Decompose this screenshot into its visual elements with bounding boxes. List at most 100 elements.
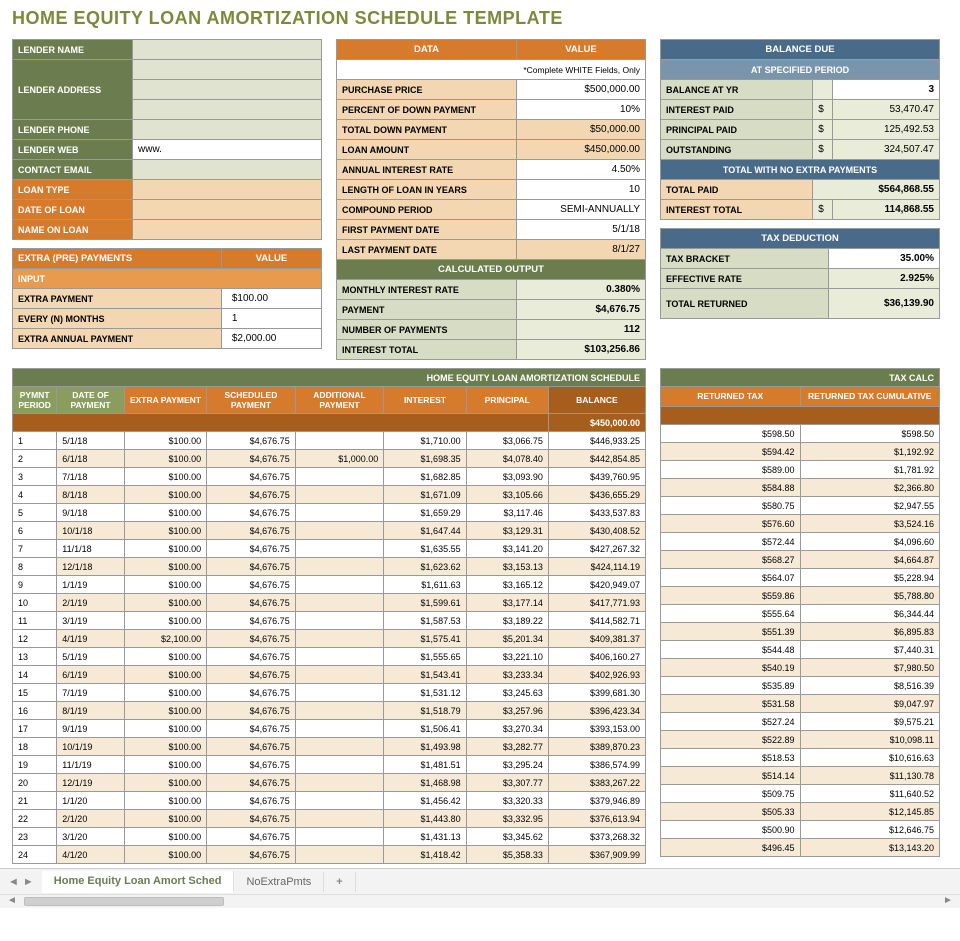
- table-row[interactable]: $540.19 $7,980.50: [661, 659, 940, 677]
- period-cell: 19: [13, 756, 57, 774]
- loan-type-value[interactable]: [133, 180, 322, 200]
- table-row[interactable]: 8 12/1/18 $100.00 $4,676.75 $1,623.62 $3…: [13, 558, 646, 576]
- table-row[interactable]: $589.00 $1,781.92: [661, 461, 940, 479]
- extra-payment-cell: $100.00: [124, 594, 206, 612]
- table-row[interactable]: $509.75 $11,640.52: [661, 785, 940, 803]
- horizontal-scrollbar[interactable]: ◄ ►: [0, 894, 960, 908]
- tab-add[interactable]: +: [324, 872, 355, 892]
- principal-cell: $3,153.13: [466, 558, 548, 576]
- interest-cell: $1,623.62: [384, 558, 466, 576]
- lender-email-value[interactable]: [133, 160, 322, 180]
- tab-home-equity[interactable]: Home Equity Loan Amort Sched: [42, 871, 235, 893]
- tab-no-extra-pmts[interactable]: NoExtraPmts: [234, 872, 324, 892]
- table-row[interactable]: 13 5/1/19 $100.00 $4,676.75 $1,555.65 $3…: [13, 648, 646, 666]
- table-row[interactable]: $500.90 $12,646.75: [661, 821, 940, 839]
- table-row[interactable]: $598.50 $598.50: [661, 425, 940, 443]
- dv-value[interactable]: SEMI-ANNUALLY: [517, 200, 646, 220]
- dv-value[interactable]: 10%: [517, 100, 646, 120]
- table-row[interactable]: $568.27 $4,664.87: [661, 551, 940, 569]
- table-row[interactable]: 12 4/1/19 $2,100.00 $4,676.75 $1,575.41 …: [13, 630, 646, 648]
- table-row[interactable]: 22 2/1/20 $100.00 $4,676.75 $1,443.80 $3…: [13, 810, 646, 828]
- name-on-loan-value[interactable]: [133, 220, 322, 240]
- table-row[interactable]: $518.53 $10,616.63: [661, 749, 940, 767]
- lender-phone-value[interactable]: [133, 120, 322, 140]
- balance-cell: $373,268.32: [548, 828, 645, 846]
- returned-tax-cell: $531.58: [661, 695, 801, 713]
- dv-value[interactable]: $500,000.00: [517, 80, 646, 100]
- table-row[interactable]: 21 1/1/20 $100.00 $4,676.75 $1,456.42 $3…: [13, 792, 646, 810]
- table-row[interactable]: 1 5/1/18 $100.00 $4,676.75 $1,710.00 $3,…: [13, 432, 646, 450]
- scroll-left-icon[interactable]: ◄: [4, 895, 20, 906]
- table-row[interactable]: $531.58 $9,047.97: [661, 695, 940, 713]
- dv-value[interactable]: 4.50%: [517, 160, 646, 180]
- lender-address-1[interactable]: [133, 60, 322, 80]
- table-row[interactable]: 7 11/1/18 $100.00 $4,676.75 $1,635.55 $3…: [13, 540, 646, 558]
- additional-payment-cell: [295, 810, 384, 828]
- table-row[interactable]: 3 7/1/18 $100.00 $4,676.75 $1,682.85 $3,…: [13, 468, 646, 486]
- table-row[interactable]: $559.86 $5,788.80: [661, 587, 940, 605]
- lender-web-value[interactable]: www.: [133, 140, 322, 160]
- every-n-months-value[interactable]: 1: [221, 309, 321, 329]
- table-row[interactable]: 16 8/1/19 $100.00 $4,676.75 $1,518.79 $3…: [13, 702, 646, 720]
- table-row[interactable]: $576.60 $3,524.16: [661, 515, 940, 533]
- extra-payment-cell: $100.00: [124, 522, 206, 540]
- table-row[interactable]: 11 3/1/19 $100.00 $4,676.75 $1,587.53 $3…: [13, 612, 646, 630]
- table-row[interactable]: 19 11/1/19 $100.00 $4,676.75 $1,481.51 $…: [13, 756, 646, 774]
- scheduled-payment-cell: $4,676.75: [207, 468, 296, 486]
- additional-payment-cell: [295, 774, 384, 792]
- table-row[interactable]: 2 6/1/18 $100.00 $4,676.75 $1,000.00 $1,…: [13, 450, 646, 468]
- date-of-loan-value[interactable]: [133, 200, 322, 220]
- table-row[interactable]: 23 3/1/20 $100.00 $4,676.75 $1,431.13 $3…: [13, 828, 646, 846]
- table-row[interactable]: 10 2/1/19 $100.00 $4,676.75 $1,599.61 $3…: [13, 594, 646, 612]
- table-row[interactable]: 14 6/1/19 $100.00 $4,676.75 $1,543.41 $3…: [13, 666, 646, 684]
- table-row[interactable]: 20 12/1/19 $100.00 $4,676.75 $1,468.98 $…: [13, 774, 646, 792]
- lender-address-3[interactable]: [133, 100, 322, 120]
- lender-name-value[interactable]: [133, 40, 322, 60]
- table-row[interactable]: $544.48 $7,440.31: [661, 641, 940, 659]
- dv-value[interactable]: 10: [517, 180, 646, 200]
- table-row[interactable]: $496.45 $13,143.20: [661, 839, 940, 857]
- taxd-label: EFFECTIVE RATE: [661, 269, 829, 289]
- interest-cell: $1,635.55: [384, 540, 466, 558]
- table-row[interactable]: 18 10/1/19 $100.00 $4,676.75 $1,493.98 $…: [13, 738, 646, 756]
- table-row[interactable]: $505.33 $12,145.85: [661, 803, 940, 821]
- table-row[interactable]: 24 4/1/20 $100.00 $4,676.75 $1,418.42 $5…: [13, 846, 646, 864]
- extra-annual-value[interactable]: $2,000.00: [221, 329, 321, 349]
- sched-header: ADDITIONAL PAYMENT: [295, 387, 384, 414]
- table-row[interactable]: 5 9/1/18 $100.00 $4,676.75 $1,659.29 $3,…: [13, 504, 646, 522]
- table-row[interactable]: $514.14 $11,130.78: [661, 767, 940, 785]
- table-row[interactable]: $572.44 $4,096.60: [661, 533, 940, 551]
- table-row[interactable]: $594.42 $1,192.92: [661, 443, 940, 461]
- extra-payment-value[interactable]: $100.00: [221, 289, 321, 309]
- table-row[interactable]: $535.89 $8,516.39: [661, 677, 940, 695]
- table-row[interactable]: 15 7/1/19 $100.00 $4,676.75 $1,531.12 $3…: [13, 684, 646, 702]
- table-row[interactable]: 9 1/1/19 $100.00 $4,676.75 $1,611.63 $3,…: [13, 576, 646, 594]
- lender-address-2[interactable]: [133, 80, 322, 100]
- returned-tax-cell: $527.24: [661, 713, 801, 731]
- bd-value[interactable]: 3: [833, 80, 940, 100]
- table-row[interactable]: $584.88 $2,366.80: [661, 479, 940, 497]
- table-row[interactable]: $580.75 $2,947.55: [661, 497, 940, 515]
- interest-cell: $1,493.98: [384, 738, 466, 756]
- nav-first-icon[interactable]: ◄: [8, 876, 19, 888]
- table-row[interactable]: 4 8/1/18 $100.00 $4,676.75 $1,671.09 $3,…: [13, 486, 646, 504]
- taxd-value[interactable]: 35.00%: [829, 249, 940, 269]
- dv-value[interactable]: 5/1/18: [517, 220, 646, 240]
- table-row[interactable]: 17 9/1/19 $100.00 $4,676.75 $1,506.41 $3…: [13, 720, 646, 738]
- scheduled-payment-cell: $4,676.75: [207, 612, 296, 630]
- table-row[interactable]: $551.39 $6,895.83: [661, 623, 940, 641]
- scroll-thumb[interactable]: [24, 897, 224, 906]
- sched-header: SCHEDULED PAYMENT: [207, 387, 296, 414]
- amortization-schedule-table: HOME EQUITY LOAN AMORTIZATION SCHEDULE P…: [12, 368, 646, 864]
- nav-next-icon[interactable]: ►: [23, 876, 34, 888]
- principal-cell: $5,358.33: [466, 846, 548, 864]
- scroll-right-icon[interactable]: ►: [940, 895, 956, 906]
- name-on-loan-label: NAME ON LOAN: [13, 220, 133, 240]
- table-row[interactable]: $555.64 $6,344.44: [661, 605, 940, 623]
- bd-currency: $: [813, 120, 833, 140]
- table-row[interactable]: 6 10/1/18 $100.00 $4,676.75 $1,647.44 $3…: [13, 522, 646, 540]
- table-row[interactable]: $564.07 $5,228.94: [661, 569, 940, 587]
- table-row[interactable]: $527.24 $9,575.21: [661, 713, 940, 731]
- table-row[interactable]: $522.89 $10,098.11: [661, 731, 940, 749]
- sheet-nav-arrows[interactable]: ◄ ►: [0, 876, 42, 888]
